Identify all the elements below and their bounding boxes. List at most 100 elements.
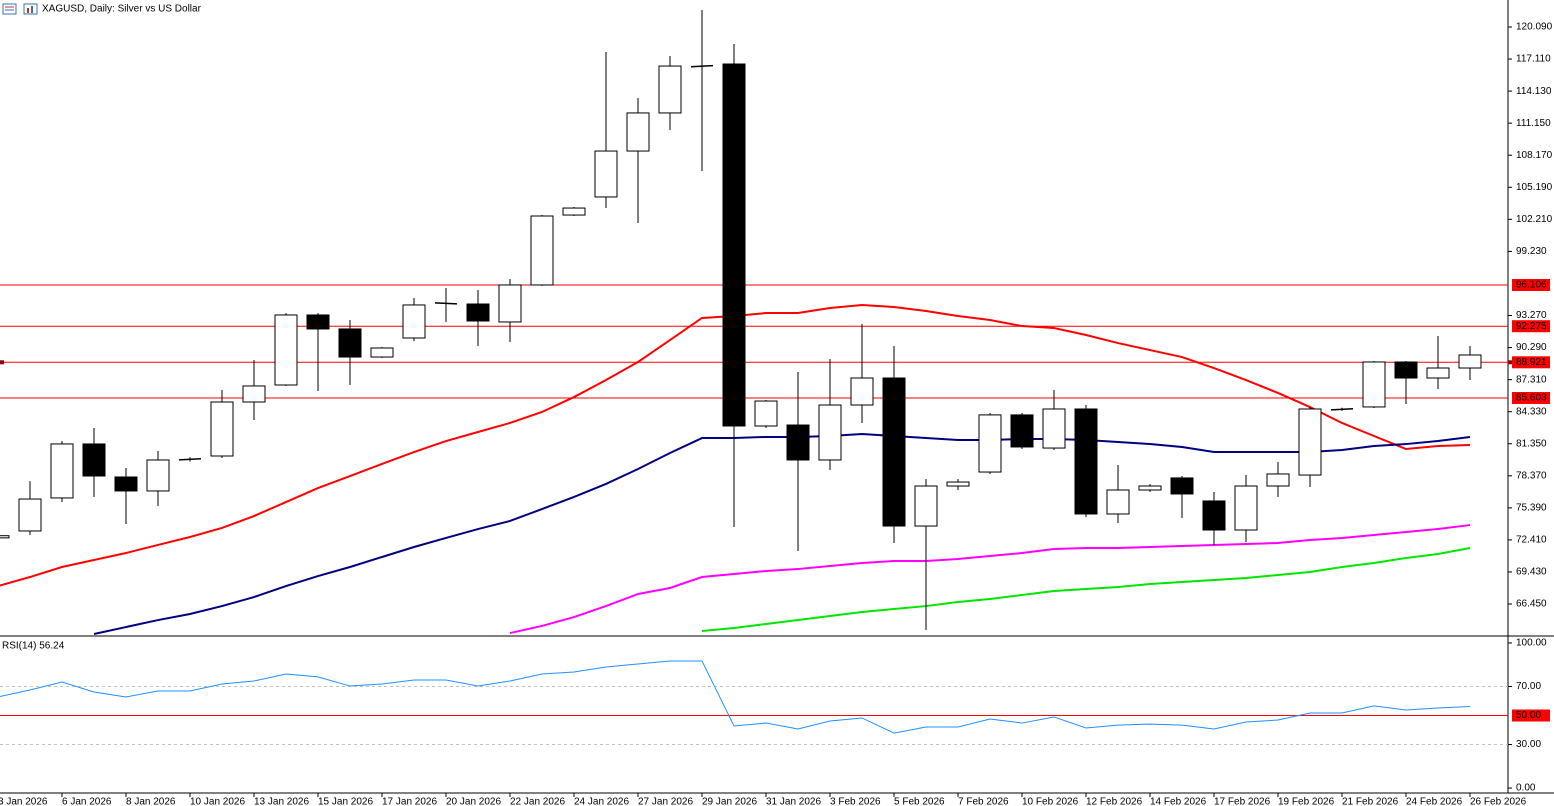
y-tick-label: 78.370: [1516, 470, 1547, 481]
candle-body: [1010, 414, 1034, 448]
x-tick-label: 31 Jan 2026: [766, 797, 821, 806]
icon: [2, 3, 17, 15]
chart-title: RSI(14) 56.24: [2, 641, 65, 652]
x-tick-label: 13 Jan 2026: [254, 797, 309, 806]
x-tick-label: 19 Feb 2026: [1278, 797, 1335, 806]
candle-body: [1170, 477, 1194, 495]
x-tick-label: 29 Jan 2026: [702, 797, 757, 806]
icon: [23, 3, 38, 15]
candle-body: [1202, 500, 1226, 531]
candle-body: [978, 414, 1002, 473]
level-label-box: [1512, 391, 1550, 404]
x-tick-label: 8 Jan 2026: [126, 797, 176, 806]
candle-body: [1042, 408, 1066, 449]
y-tick-label: 114.130: [1516, 86, 1552, 97]
candle-body: [1266, 473, 1290, 487]
y-tick-label: 30.00: [1516, 739, 1541, 750]
level-label: 88.921: [1516, 357, 1547, 368]
candle-body: [0, 535, 10, 539]
candle-body: [114, 476, 138, 492]
x-tick-label: 14 Feb 2026: [1150, 797, 1207, 806]
x-tick-label: 3 Jan 2026: [0, 797, 48, 806]
x-tick-label: 22 Jan 2026: [510, 797, 565, 806]
x-tick-label: 17 Feb 2026: [1214, 797, 1271, 806]
level-label-box: [1512, 279, 1550, 292]
level-label: 85.603: [1516, 393, 1547, 404]
x-tick-label: 26 Feb 2026: [1470, 797, 1527, 806]
candle-body: [1426, 367, 1450, 379]
y-tick-label: 105.190: [1516, 182, 1553, 193]
candle-body: [786, 424, 810, 461]
x-tick-label: 15 Jan 2026: [318, 797, 373, 806]
candle-body: [1458, 354, 1482, 369]
moving-average: [701, 546, 1471, 633]
x-tick-label: 6 Jan 2026: [62, 797, 112, 806]
y-tick-label: 99.230: [1516, 246, 1547, 257]
candle-body: [722, 63, 746, 427]
candle-body: [50, 443, 74, 499]
x-tick-label: 17 Jan 2026: [382, 797, 437, 806]
candle-body: [754, 400, 778, 427]
candle-body: [882, 377, 906, 527]
x-tick-label: 24 Feb 2026: [1406, 797, 1463, 806]
candle-body: [82, 443, 106, 477]
candle-body: [914, 485, 938, 527]
x-tick-label: 3 Feb 2026: [830, 797, 881, 806]
x-tick-label: 5 Feb 2026: [894, 797, 945, 806]
candle-body: [338, 328, 362, 358]
y-tick-label: 87.310: [1516, 374, 1547, 385]
level-label-box: [1512, 709, 1550, 722]
candle-body: [690, 64, 714, 68]
x-tick-label: 21 Feb 2026: [1342, 797, 1399, 806]
y-tick-label: 81.350: [1516, 438, 1547, 449]
symbol-icons: [2, 3, 38, 15]
y-tick-label: 120.090: [1516, 22, 1553, 33]
candle-body: [594, 150, 618, 198]
x-tick-label: 10 Jan 2026: [190, 797, 245, 806]
y-tick-label: 66.450: [1516, 599, 1547, 610]
y-tick-label: 117.110: [1516, 54, 1551, 65]
candle-body: [850, 377, 874, 406]
y-tick-label: 100.00: [1516, 638, 1547, 649]
candle-body: [306, 314, 330, 330]
candle-body: [562, 207, 586, 216]
candle-body: [178, 458, 202, 461]
level-marker: [1508, 360, 1512, 365]
candle-body: [1074, 408, 1098, 515]
candle-body: [498, 284, 522, 323]
y-tick-label: 102.210: [1516, 214, 1553, 225]
candle-body: [434, 302, 458, 305]
candle-body: [1394, 361, 1418, 379]
candle-body: [274, 314, 298, 386]
icon: [31, 6, 33, 13]
level-label: 92.275: [1516, 321, 1547, 332]
level-label: 96.106: [1516, 280, 1547, 291]
x-tick-label: 20 Jan 2026: [446, 797, 501, 806]
y-tick-label: 93.270: [1516, 310, 1547, 321]
y-tick-label: 69.430: [1516, 567, 1547, 578]
candle-body: [626, 112, 650, 152]
candle-body: [658, 65, 682, 114]
candle-body: [1138, 485, 1162, 491]
y-tick-label: 70.00: [1516, 681, 1541, 692]
candle-body: [818, 404, 842, 461]
candle-body: [1106, 489, 1130, 515]
candle-body: [1362, 361, 1386, 408]
level-label-box: [1512, 320, 1550, 333]
candle-body: [18, 498, 42, 532]
level-label-box: [1512, 356, 1550, 369]
level-marker: [0, 360, 4, 365]
moving-average: [93, 433, 1471, 636]
y-tick-label: 72.410: [1516, 535, 1547, 546]
icon: [27, 8, 29, 13]
x-tick-label: 27 Jan 2026: [638, 797, 693, 806]
moving-average: [509, 524, 1471, 635]
candle-body: [1330, 408, 1354, 411]
candle-body: [402, 304, 426, 339]
y-tick-label: 75.390: [1516, 502, 1547, 513]
chart-title: XAGUSD, Daily: Silver vs US Dollar: [42, 4, 202, 15]
candle-body: [1298, 408, 1322, 476]
y-tick-label: 84.330: [1516, 406, 1547, 417]
